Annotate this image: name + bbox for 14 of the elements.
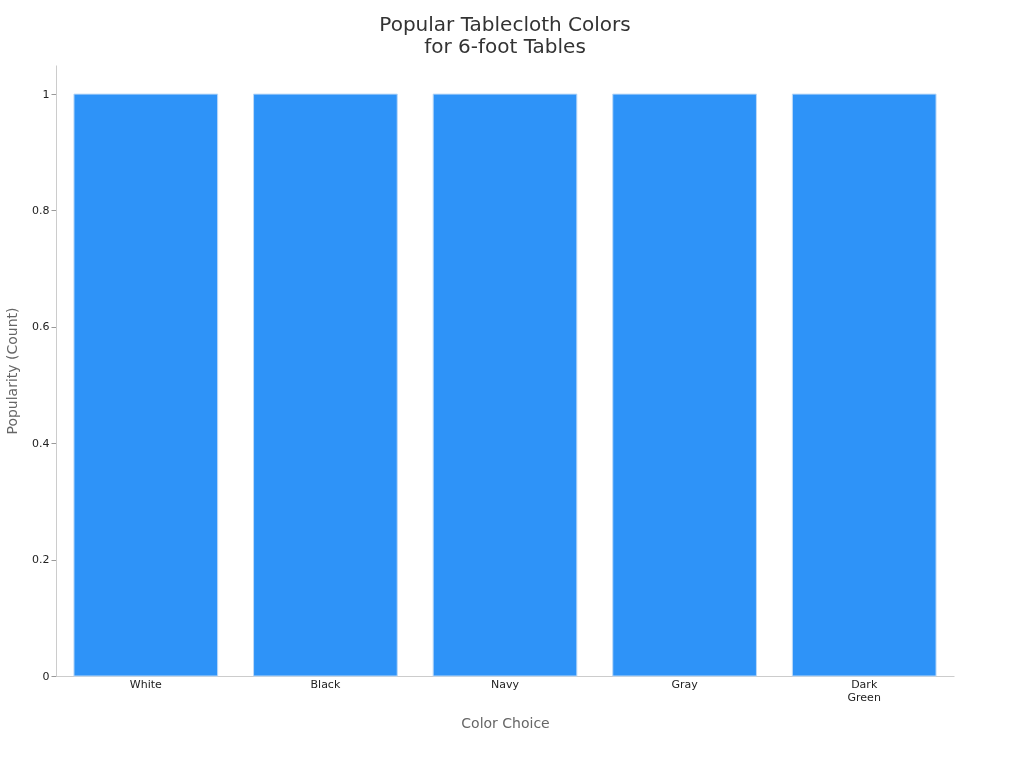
- y-tick-label: 0: [42, 669, 50, 683]
- y-tick-label: 0.8: [32, 203, 50, 217]
- x-tick-label: Dark Green: [847, 677, 881, 704]
- y-tick-label: 1: [42, 87, 50, 101]
- y-tick-label: 0.4: [32, 436, 50, 450]
- y-axis-title: Popularity (Count): [4, 307, 21, 435]
- x-tick-label: Navy: [491, 677, 520, 691]
- x-tick-label: White: [129, 677, 163, 691]
- chart-title: Popular Tablecloth Colors for 6-foot Tables: [379, 12, 631, 58]
- y-tick-label: 0.2: [32, 553, 50, 567]
- x-tick-label: Black: [310, 677, 341, 691]
- y-tick-label: 0.6: [32, 320, 50, 334]
- x-axis-title: Color Choice: [461, 714, 550, 731]
- x-tick-label: Gray: [671, 677, 699, 691]
